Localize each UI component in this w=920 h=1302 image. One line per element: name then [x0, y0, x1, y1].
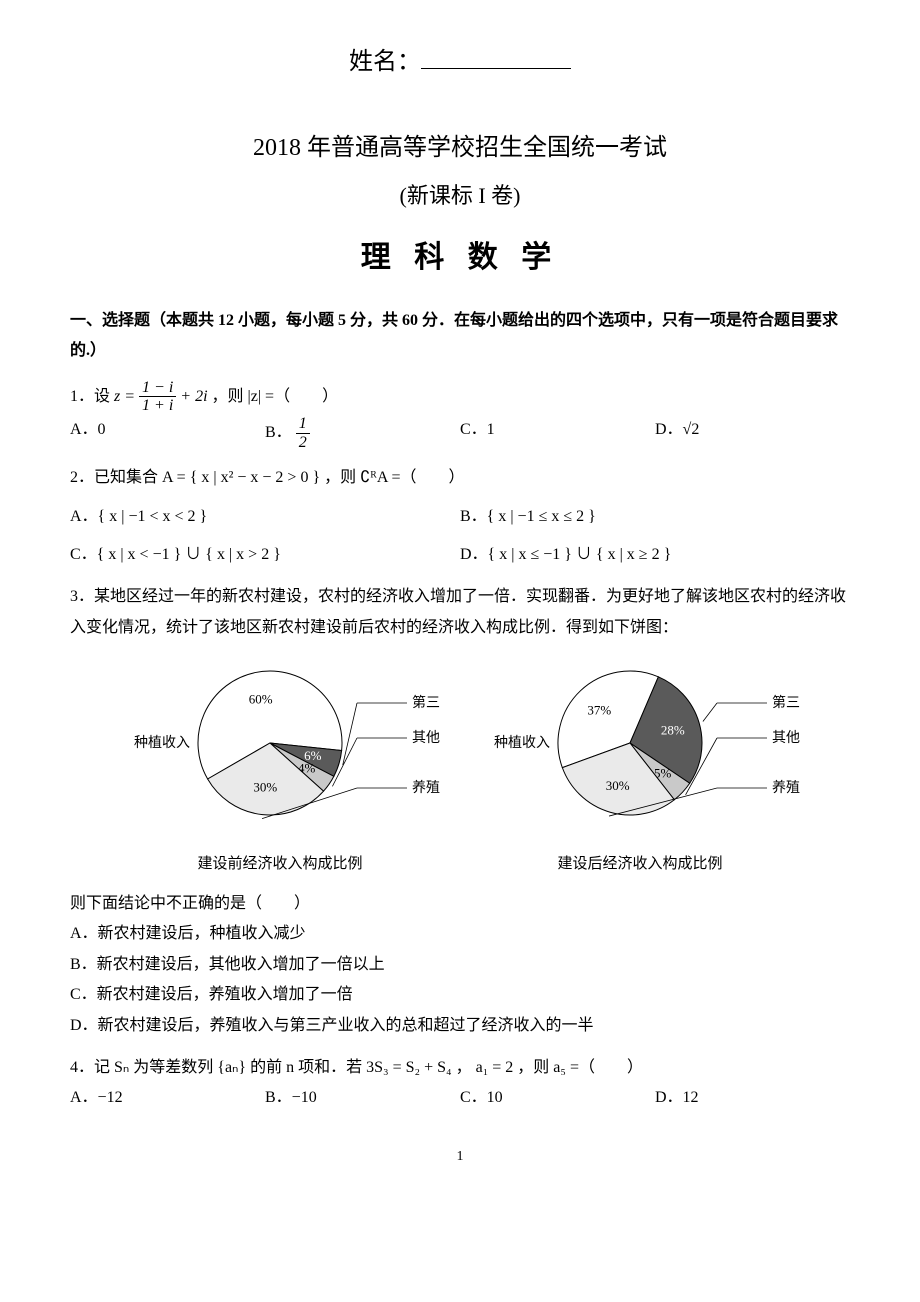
q3-opt-c: C．新农村建设后，养殖收入增加了一倍	[70, 980, 850, 1010]
svg-text:28%: 28%	[661, 722, 685, 737]
q2-opt-c: C．{ x | x < −1 } ∪ { x | x > 2 }	[70, 540, 460, 570]
title-line-2: (新课标 I 卷)	[70, 175, 850, 217]
q1-opt-d: D．√2	[655, 415, 850, 451]
pie-after-caption: 建设后经济收入构成比例	[480, 850, 800, 879]
name-label: 姓名：	[349, 49, 421, 75]
svg-text:养殖收入: 养殖收入	[412, 779, 440, 796]
q1-fraction: 1 − i1 + i	[139, 379, 176, 415]
question-4: 4．记 Sₙ 为等差数列 {aₙ} 的前 n 项和．若 3S₃ = S₂ + S…	[70, 1053, 850, 1114]
q2-options-row1: A．{ x | −1 < x < 2 } B．{ x | −1 ≤ x ≤ 2 …	[70, 502, 850, 532]
q4-options: A．−12 B．−10 C．10 D．12	[70, 1083, 850, 1113]
q4-opt-d: D．12	[655, 1083, 850, 1113]
pie-charts-row: 60%6%4%30%种植收入第三产业收入其他收入养殖收入 建设前经济收入构成比例…	[70, 653, 850, 879]
q4-stem: 4．记 Sₙ 为等差数列 {aₙ} 的前 n 项和．若 3S₃ = S₂ + S…	[70, 1053, 850, 1083]
question-1: 1．设 z = 1 − i1 + i + 2i ，则 |z| =（ ） A．0 …	[70, 379, 850, 451]
q3-opt-a: A．新农村建设后，种植收入减少	[70, 919, 850, 949]
name-underline	[421, 68, 571, 69]
question-2: 2．已知集合 A = { x | x² − x − 2 > 0 } ，则 ∁ᴿA…	[70, 463, 850, 570]
pie-before-chart: 60%6%4%30%种植收入第三产业收入其他收入养殖收入	[120, 653, 440, 833]
title-line-3: 理 科 数 学	[70, 229, 850, 286]
q3-stem: 3．某地区经过一年的新农村建设，农村的经济收入增加了一倍．实现翻番．为更好地了解…	[70, 582, 850, 643]
title-line-1: 2018 年普通高等学校招生全国统一考试	[70, 126, 850, 172]
svg-text:30%: 30%	[606, 778, 630, 793]
svg-text:种植收入: 种植收入	[494, 735, 550, 751]
q1-opt-b: B． 12	[265, 415, 460, 451]
pie-after-block: 37%28%5%30%种植收入第三产业收入其他收入养殖收入 建设后经济收入构成比…	[480, 653, 800, 879]
q3-post: 则下面结论中不正确的是（ ）	[70, 889, 850, 919]
q1-stem: 1．设 z = 1 − i1 + i + 2i ，则 |z| =（ ）	[70, 379, 850, 415]
q2-options-row2: C．{ x | x < −1 } ∪ { x | x > 2 } D．{ x |…	[70, 540, 850, 570]
pie-before-block: 60%6%4%30%种植收入第三产业收入其他收入养殖收入 建设前经济收入构成比例	[120, 653, 440, 879]
q4-opt-a: A．−12	[70, 1083, 265, 1113]
svg-text:第三产业收入: 第三产业收入	[772, 694, 800, 711]
pie-before-caption: 建设前经济收入构成比例	[120, 850, 440, 879]
page-number: 1	[70, 1144, 850, 1171]
pie-after-chart: 37%28%5%30%种植收入第三产业收入其他收入养殖收入	[480, 653, 800, 833]
q2-opt-b: B．{ x | −1 ≤ x ≤ 2 }	[460, 502, 850, 532]
svg-text:30%: 30%	[253, 779, 277, 794]
svg-text:其他收入: 其他收入	[412, 730, 440, 746]
q1-options: A．0 B． 12 C．1 D．√2	[70, 415, 850, 451]
section-one-header: 一、选择题（本题共 12 小题，每小题 5 分，共 60 分．在每小题给出的四个…	[70, 306, 850, 367]
q2-opt-a: A．{ x | −1 < x < 2 }	[70, 502, 460, 532]
q3-opt-b: B．新农村建设后，其他收入增加了一倍以上	[70, 950, 850, 980]
q2-opt-d: D．{ x | x ≤ −1 } ∪ { x | x ≥ 2 }	[460, 540, 850, 570]
question-3: 3．某地区经过一年的新农村建设，农村的经济收入增加了一倍．实现翻番．为更好地了解…	[70, 582, 850, 1041]
svg-text:种植收入: 种植收入	[134, 735, 190, 751]
q1-opt-a: A．0	[70, 415, 265, 451]
svg-text:第三产业收入: 第三产业收入	[412, 694, 440, 711]
q2-stem: 2．已知集合 A = { x | x² − x − 2 > 0 } ，则 ∁ᴿA…	[70, 463, 850, 493]
svg-text:其他收入: 其他收入	[772, 730, 800, 746]
q1-opt-c: C．1	[460, 415, 655, 451]
q1-formula: z =	[114, 388, 139, 405]
name-field: 姓名：	[70, 40, 850, 86]
svg-text:60%: 60%	[249, 691, 273, 706]
q3-opt-d: D．新农村建设后，养殖收入与第三产业收入的总和超过了经济收入的一半	[70, 1011, 850, 1041]
q4-opt-b: B．−10	[265, 1083, 460, 1113]
q4-opt-c: C．10	[460, 1083, 655, 1113]
svg-text:养殖收入: 养殖收入	[772, 779, 800, 796]
svg-text:37%: 37%	[587, 703, 611, 718]
